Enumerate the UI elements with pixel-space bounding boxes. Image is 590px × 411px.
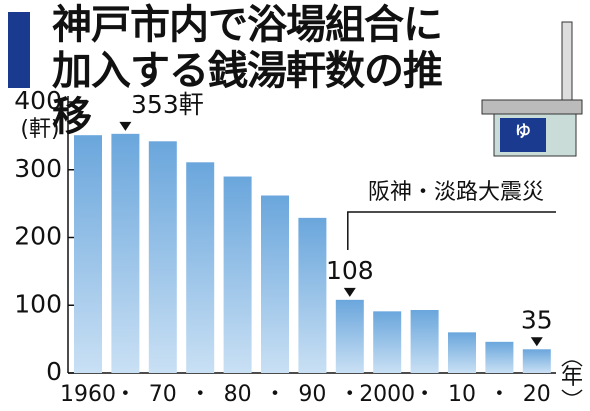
x-unit: 年 <box>561 365 583 390</box>
bar <box>522 349 551 373</box>
value-label: 353軒 <box>131 90 204 119</box>
y-tick-label: 200 <box>14 222 62 251</box>
x-tick-label: 2000 <box>359 382 415 407</box>
annotation-bracket <box>347 211 556 250</box>
bar <box>485 341 514 373</box>
x-tick-label: ・ <box>264 382 286 407</box>
bar <box>373 311 402 373</box>
title-marker <box>8 12 30 88</box>
x-tick-label: ・ <box>114 382 136 407</box>
chart-title: 神戸市内で浴場組合に加入する銭湯軒数の推移 <box>52 2 443 140</box>
bar <box>186 162 215 373</box>
bar <box>448 332 476 373</box>
x-tick-label: ・ <box>189 382 211 407</box>
x-tick-label: 10 <box>448 382 476 407</box>
bar <box>148 141 177 373</box>
svg-text:ゆ: ゆ <box>515 122 531 141</box>
bar <box>410 309 439 373</box>
x-tick-label: 1960 <box>60 382 116 407</box>
x-tick-label: 70 <box>149 382 177 407</box>
bar <box>298 217 327 373</box>
y-tick-label: 100 <box>14 289 62 318</box>
bar <box>111 133 140 373</box>
annotation: 阪神・淡路大震災 <box>368 180 544 205</box>
x-tick-label: ・ <box>488 382 510 407</box>
bar <box>335 299 364 373</box>
x-tick-label: 80 <box>224 382 252 407</box>
x-tick-label: ・ <box>339 382 361 407</box>
bathhouse-illustration: ゆ <box>481 21 583 157</box>
value-label: 35 <box>521 305 553 334</box>
y-tick-label: 300 <box>14 154 62 183</box>
value-label: 108 <box>326 256 374 285</box>
y-unit: (軒) <box>20 117 59 142</box>
x-tick-label: ・ <box>414 382 436 407</box>
label-pointer <box>530 337 543 347</box>
bar <box>223 176 252 373</box>
label-pointer <box>343 287 356 297</box>
bar <box>74 135 102 373</box>
x-tick-label: 90 <box>298 382 326 407</box>
bar <box>261 195 289 373</box>
y-tick-label: 400 <box>14 86 62 115</box>
x-tick-label: 20 <box>523 382 551 407</box>
label-pointer <box>119 121 132 131</box>
y-tick-label: 0 <box>46 357 62 386</box>
